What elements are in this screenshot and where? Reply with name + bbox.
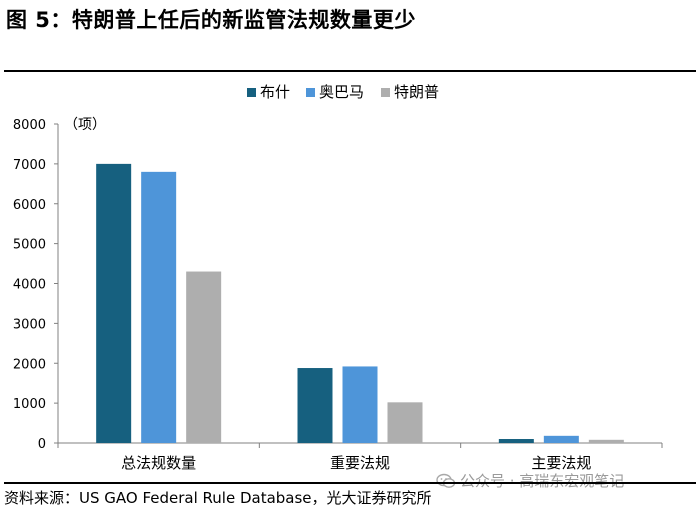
- legend-swatch-布什: [247, 88, 256, 97]
- y-tick-label: 1000: [13, 397, 46, 412]
- x-tick-label: 主要法规: [531, 454, 591, 472]
- x-tick-label: 重要法规: [330, 454, 390, 472]
- x-tick-label: 总法规数量: [121, 454, 196, 472]
- bar-特朗普-总法规数量: [186, 271, 222, 443]
- y-tick-label: 5000: [13, 238, 46, 253]
- y-tick-label: 8000: [13, 118, 46, 133]
- bar-布什-总法规数量: [96, 163, 132, 443]
- bar-奥巴马-总法规数量: [141, 171, 177, 443]
- watermark-text: 公众号 · 高瑞东宏观笔记: [460, 472, 625, 490]
- legend-swatch-特朗普: [381, 88, 390, 97]
- bar-布什-重要法规: [297, 368, 333, 443]
- y-tick-label: 4000: [13, 278, 46, 293]
- watermark: 公众号 · 高瑞东宏观笔记: [436, 470, 624, 491]
- legend-label-特朗普: 特朗普: [394, 83, 439, 101]
- bar-奥巴马-主要法规: [543, 435, 579, 443]
- bottom-rule: [4, 482, 696, 484]
- bar-特朗普-主要法规: [588, 439, 624, 443]
- y-tick-label: 3000: [13, 317, 46, 332]
- bar-chart: 0 1000 2000 3000 4000 5000 6000 7000 8000 （项） 总法规数…: [13, 83, 663, 472]
- top-rule: [4, 70, 696, 72]
- bar-布什-主要法规: [498, 439, 534, 443]
- bar-奥巴马-重要法规: [342, 366, 378, 443]
- y-tick-label: 6000: [13, 198, 46, 213]
- y-tick-label: 7000: [13, 158, 46, 173]
- wechat-icon: [436, 473, 456, 489]
- y-axis-unit-label: （项）: [64, 117, 106, 133]
- legend-label-布什: 布什: [260, 83, 290, 101]
- source-note: 资料来源：US GAO Federal Rule Database，光大证券研究…: [4, 489, 432, 507]
- legend-label-奥巴马: 奥巴马: [319, 83, 364, 101]
- y-tick-label: 2000: [13, 357, 46, 372]
- figure-title: 图 5：特朗普上任后的新监管法规数量更少: [6, 8, 416, 32]
- bar-特朗普-重要法规: [387, 402, 423, 443]
- y-tick-label: 0: [38, 437, 46, 452]
- legend-swatch-奥巴马: [306, 88, 315, 97]
